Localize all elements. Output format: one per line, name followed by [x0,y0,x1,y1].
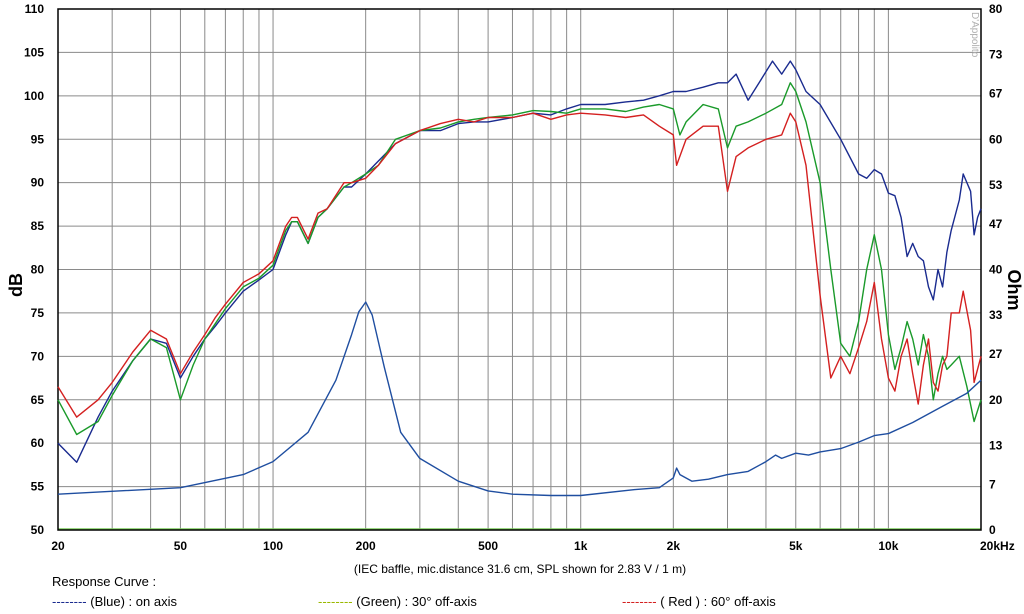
y-tick-label: 55 [31,480,45,494]
x-tick-label: 500 [478,539,498,553]
series-line-on-axis [57,60,982,463]
legend: -------- (Blue) : on axis -------- (Gree… [0,594,1024,612]
y-tick-label: 95 [31,132,45,146]
legend-item-blue: -------- (Blue) : on axis [52,594,177,609]
series-line-impedance [57,301,982,497]
legend-text-red: -------- ( Red ) : 60° off-axis [622,594,776,609]
y-tick-label: 105 [24,45,44,59]
x-tick-label: 1k [574,539,588,553]
x-tick-label: 50 [174,539,188,553]
y-tick-label: 90 [31,176,45,190]
y-tick-label: 85 [31,219,45,233]
y2-tick-label: 7 [989,477,996,491]
y-tick-label: 60 [31,436,45,450]
x-tick-label: 2k [667,539,681,553]
y2-tick-label: 13 [989,438,1003,452]
watermark-text: D'Appolito [969,12,980,58]
y2-tick-label: 73 [989,48,1003,62]
legend-text-blue: -------- (Blue) : on axis [52,594,177,609]
y2-tick-label: 0 [989,523,996,537]
x-tick-label: 20 [51,539,65,553]
x-tick-label: 200 [356,539,376,553]
y-tick-label: 65 [31,393,45,407]
y-tick-label: 50 [31,523,45,537]
x-tick-label: 5k [789,539,803,553]
x-axis-unit-label: 20kHz [980,539,1015,553]
chart-grid [57,8,982,531]
y-tick-label: 70 [31,349,45,363]
y2-axis-title: Ohm [1004,269,1024,310]
y2-tick-label: 27 [989,347,1003,361]
y2-tick-label: 33 [989,308,1003,322]
chart-curves [57,60,982,497]
legend-swatch: -------- [318,594,353,609]
legend-item-red: -------- ( Red ) : 60° off-axis [622,594,776,609]
y-axis-title: dB [6,273,26,297]
y2-tick-label: 80 [989,2,1003,16]
legend-title: Response Curve : [52,574,157,589]
y2-axis-ticks: 0 7 13 20 27 33 40 47 53 60 67 73 80 [989,2,1003,537]
y2-tick-label: 60 [989,132,1003,146]
y-tick-label: 100 [24,89,44,103]
x-tick-label: 10k [878,539,898,553]
y-axis-ticks: 50 55 60 65 70 75 80 85 90 95 100 105 110 [24,2,44,537]
series-line-60-off-axis [57,112,982,418]
y2-tick-label: 20 [989,393,1003,407]
legend-swatch: -------- [52,594,87,609]
legend-swatch: -------- [622,594,657,609]
legend-text-green: -------- (Green) : 30° off-axis [318,594,477,609]
y-tick-label: 80 [31,263,45,277]
x-axis-ticks: 20 50 100 200 500 1k 2k 5k 10k [51,539,898,553]
y-tick-label: 75 [31,306,45,320]
y2-tick-label: 53 [989,178,1003,192]
y2-tick-label: 47 [989,217,1003,231]
y-tick-label: 110 [25,2,45,16]
y2-tick-label: 40 [989,263,1003,277]
y2-tick-label: 67 [989,87,1003,101]
plot-frame [57,8,982,531]
series-line-30-off-axis [57,82,982,436]
legend-item-green: -------- (Green) : 30° off-axis [318,594,477,609]
measurement-note: (IEC baffle, mic.distance 31.6 cm, SPL s… [354,562,686,576]
x-tick-label: 100 [263,539,283,553]
